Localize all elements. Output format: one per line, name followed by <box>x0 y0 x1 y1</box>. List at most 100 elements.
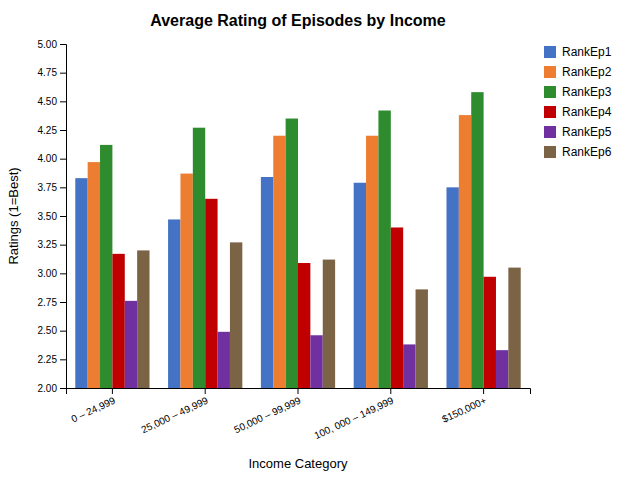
bar-series <box>88 115 472 388</box>
bar <box>310 335 322 388</box>
tick: $150,000+ <box>440 388 488 425</box>
bar <box>354 183 366 388</box>
bar <box>403 344 415 388</box>
tick-mark <box>60 130 66 131</box>
tick: 4.25 <box>38 125 66 136</box>
title: Average Rating of Episodes by Income <box>150 12 446 29</box>
tick-mark <box>60 388 66 389</box>
legend-label: RankEp4 <box>562 105 612 119</box>
bar-series <box>137 242 521 388</box>
legend-item: RankEp4 <box>544 105 612 119</box>
tick-label: 2.75 <box>38 297 58 308</box>
plot: 0 – 24,999 25,000 – 49,999 50,000 – 99,999… <box>38 39 531 480</box>
tick-label: 4.50 <box>38 96 58 107</box>
legend-label: RankEp6 <box>562 145 612 159</box>
tick: 4.50 <box>38 96 66 107</box>
bar <box>446 187 458 388</box>
tick-label: 2.00 <box>38 383 58 394</box>
tick-label: 2.25 <box>38 354 58 365</box>
bar <box>261 177 273 388</box>
y-axis-title: Ratings (1=Best) <box>6 167 21 264</box>
tick-label: 3.50 <box>38 211 58 222</box>
tick-mark <box>205 388 206 394</box>
tick-label: 0 – 24,999 <box>69 395 117 425</box>
legend-item: RankEp3 <box>544 85 612 99</box>
tick: 3.50 <box>38 211 66 222</box>
tick-label: 3.75 <box>38 182 58 193</box>
bar <box>366 136 378 388</box>
legend: RankEp1RankEp2RankEp3RankEp4RankEp5RankE… <box>544 45 612 159</box>
legend-swatch <box>544 66 556 78</box>
axis-line <box>60 45 67 389</box>
bar <box>137 250 149 388</box>
tick-mark <box>60 359 66 360</box>
legend-swatch <box>544 106 556 118</box>
axis-line <box>67 389 531 395</box>
x-axis: 0 – 24,999 25,000 – 49,999 50,000 – 99,999… <box>67 388 531 441</box>
bars <box>75 92 520 388</box>
tick-mark <box>483 388 484 394</box>
bar-series <box>112 199 496 388</box>
bar-series <box>125 301 509 388</box>
bar <box>286 119 298 388</box>
legend-swatch <box>544 86 556 98</box>
bar <box>125 301 137 388</box>
legend-swatch <box>544 126 556 138</box>
tick-label: 4.25 <box>38 125 58 136</box>
bar <box>378 111 390 388</box>
bar <box>323 260 335 388</box>
bar <box>459 115 471 388</box>
y-axis: 2.00 2.25 2.50 2.75 3.00 3.25 3.50 3.75 4.00 4.25… <box>38 39 67 394</box>
tick: 100, 000 – 149,999 <box>312 388 395 441</box>
tick: 3.25 <box>38 239 66 250</box>
tick-label: 50,000 – 99,999 <box>232 395 303 436</box>
bar <box>273 136 285 388</box>
bar <box>230 242 242 388</box>
bar <box>471 92 483 388</box>
bar <box>391 227 403 388</box>
tick-label: 3.25 <box>38 239 58 250</box>
chart: 0 – 24,999 25,000 – 49,999 50,000 – 99,999… <box>0 0 640 480</box>
tick: 2.25 <box>38 354 66 365</box>
tick: 2.50 <box>38 325 66 336</box>
bar <box>180 174 192 388</box>
tick: 4.00 <box>38 153 66 164</box>
tick-mark <box>60 73 66 74</box>
legend-swatch <box>544 46 556 58</box>
tick-mark <box>60 273 66 274</box>
tick-mark <box>60 302 66 303</box>
tick-label: 25,000 – 49,999 <box>139 395 210 436</box>
tick-mark <box>390 388 391 394</box>
tick-mark <box>60 245 66 246</box>
tick-label: 3.00 <box>38 268 58 279</box>
x-axis-title: Income Category <box>249 456 348 471</box>
bar <box>416 289 428 388</box>
tick: 3.00 <box>38 268 66 279</box>
tick-mark <box>112 388 113 394</box>
tick-mark <box>298 388 299 394</box>
legend-label: RankEp5 <box>562 125 612 139</box>
tick-mark <box>60 331 66 332</box>
bar <box>496 350 508 388</box>
tick-mark <box>60 159 66 160</box>
bar <box>484 277 496 388</box>
bar <box>112 254 124 388</box>
bar <box>88 162 100 388</box>
tick-label: 100, 000 – 149,999 <box>312 395 395 442</box>
tick: 2.00 <box>38 383 66 394</box>
tick-label: 2.50 <box>38 325 58 336</box>
bar <box>205 199 217 388</box>
bar <box>193 128 205 388</box>
tick: 4.75 <box>38 67 66 78</box>
tick-mark <box>60 101 66 102</box>
bar <box>168 219 180 388</box>
tick: 5.00 <box>38 39 66 50</box>
tick-label: 4.75 <box>38 67 58 78</box>
tick-mark <box>60 44 66 45</box>
tick: 25,000 – 49,999 <box>139 388 210 435</box>
legend-item: RankEp6 <box>544 145 612 159</box>
bar-series <box>100 92 484 388</box>
bar-series <box>75 177 459 388</box>
bar <box>298 263 310 388</box>
bar <box>75 178 87 388</box>
